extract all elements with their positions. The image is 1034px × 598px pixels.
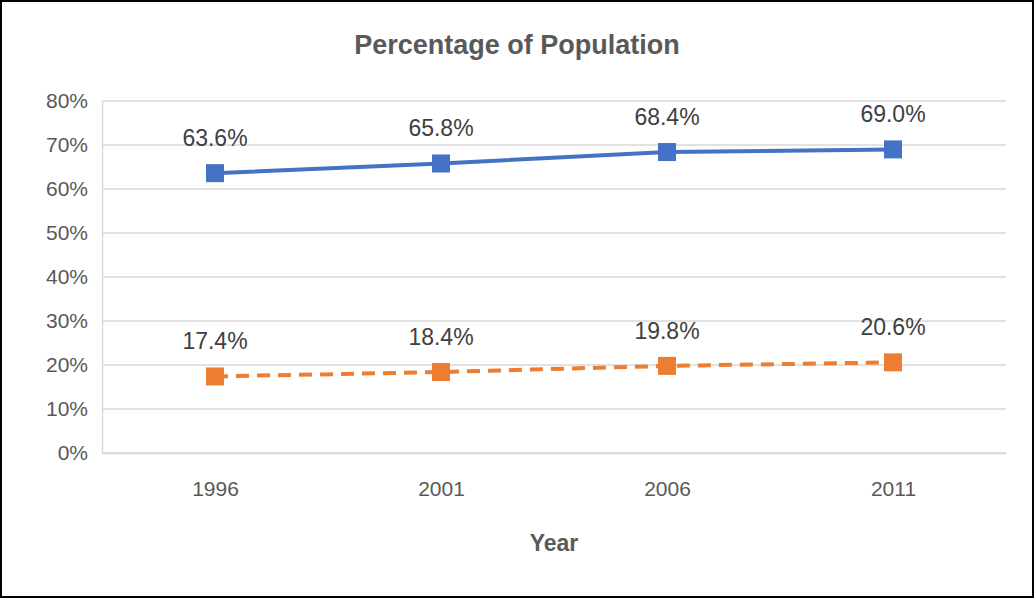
marker xyxy=(432,154,450,172)
data-labels: 63.6% 65.8% 68.4% 69.0% 17.4% 18.4% 19.8% 20.6% xyxy=(182,101,925,354)
x-tick-label: 2001 xyxy=(418,477,465,500)
y-axis-line xyxy=(102,102,104,454)
y-tick: 80% xyxy=(46,89,102,112)
grid-line xyxy=(102,232,1006,234)
y-tick-label: 0% xyxy=(58,441,88,464)
x-tick: 2006 xyxy=(644,453,691,500)
grid-line xyxy=(102,188,1006,190)
x-axis-line xyxy=(103,453,1007,455)
y-tick: 40% xyxy=(46,265,102,288)
data-label: 18.4% xyxy=(408,324,473,350)
x-axis-title: Year xyxy=(530,530,579,556)
y-axis: 0% 10% 20% 30% 40% 50% 60% 70% 80% xyxy=(46,89,103,464)
data-label: 63.6% xyxy=(182,125,247,151)
data-label: 17.4% xyxy=(182,328,247,354)
y-tick: 0% xyxy=(58,441,102,464)
y-tick-label: 40% xyxy=(46,265,88,288)
marker xyxy=(658,357,676,375)
y-tick-label: 80% xyxy=(46,89,88,112)
y-tick: 50% xyxy=(46,221,102,244)
x-axis: 1996 2001 2006 2011 xyxy=(103,453,1007,500)
chart-border xyxy=(1,1,1033,597)
y-tick: 60% xyxy=(46,177,102,200)
chart: Percentage of Population 0% 10% 20% 30% 40% 50… xyxy=(0,0,1034,598)
y-tick: 30% xyxy=(46,309,102,332)
x-tick: 2011 xyxy=(871,453,916,500)
data-label: 20.6% xyxy=(860,314,925,340)
x-tick: 1996 xyxy=(192,453,239,500)
y-tick: 20% xyxy=(46,353,102,376)
grid-line xyxy=(102,276,1006,278)
plot-area: 0% 10% 20% 30% 40% 50% 60% 70% 80% 1996 2001 2006 20… xyxy=(46,89,1007,500)
marker xyxy=(884,140,902,158)
marker xyxy=(658,143,676,161)
series-line xyxy=(215,362,893,376)
x-tick: 2001 xyxy=(418,453,465,500)
y-tick-label: 30% xyxy=(46,309,88,332)
chart-title: Percentage of Population xyxy=(354,30,680,60)
x-tick-label: 1996 xyxy=(192,477,239,500)
series-line xyxy=(215,149,893,173)
marker xyxy=(206,367,224,385)
data-label: 65.8% xyxy=(408,115,473,141)
x-tick-label: 2011 xyxy=(871,477,916,500)
marker xyxy=(206,164,224,182)
y-tick-label: 70% xyxy=(46,133,88,156)
data-label: 69.0% xyxy=(860,101,925,127)
x-tick-label: 2006 xyxy=(644,477,691,500)
grid xyxy=(102,101,1006,453)
y-tick-label: 50% xyxy=(46,221,88,244)
marker xyxy=(432,363,450,381)
data-label: 68.4% xyxy=(634,104,699,130)
y-tick: 10% xyxy=(46,397,102,420)
series-marks xyxy=(206,140,902,385)
marker xyxy=(884,353,902,371)
y-tick-label: 20% xyxy=(46,353,88,376)
y-tick-label: 60% xyxy=(46,177,88,200)
y-tick: 70% xyxy=(46,133,102,156)
grid-line xyxy=(102,452,1006,454)
y-tick-label: 10% xyxy=(46,397,88,420)
grid-line xyxy=(102,408,1006,410)
data-label: 19.8% xyxy=(634,318,699,344)
